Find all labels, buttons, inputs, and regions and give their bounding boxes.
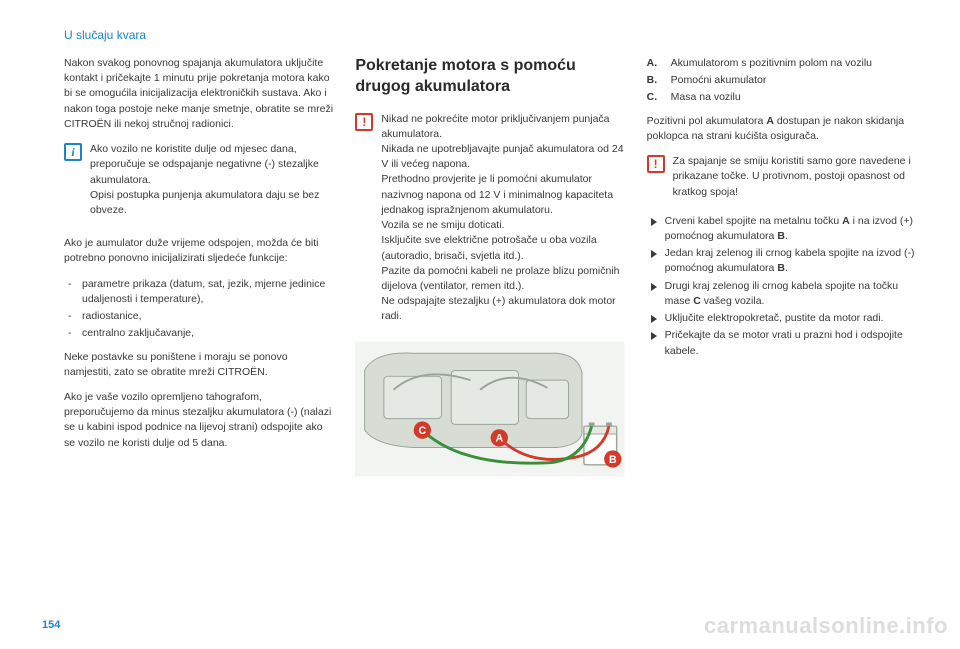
warn-p: Ne odspajajte stezaljku (+) akumulatora … xyxy=(381,294,624,324)
manual-page: U slučaju kvara Nakon svakog ponovnog sp… xyxy=(0,0,960,649)
info-callout: i Ako vozilo ne koristite dulje od mjese… xyxy=(64,142,333,218)
def-val: Pomoćni akumulator xyxy=(671,73,916,88)
def-a: A. Akumulatorom s pozitivnim polom na vo… xyxy=(647,56,916,71)
engine-jumpstart-illustration: C A B xyxy=(355,339,624,479)
warn-p: Nikada ne upotrebljavajte punjač akumula… xyxy=(381,142,624,172)
def-key: C. xyxy=(647,90,663,105)
warning-icon: ! xyxy=(647,155,665,173)
def-c: C. Masa na vozilu xyxy=(647,90,916,105)
col1-p4: Ako je vaše vozilo opremljeno tahografom… xyxy=(64,390,333,451)
step-item: Crveni kabel spojite na metalnu točku A … xyxy=(651,214,916,244)
info-p1: Ako vozilo ne koristite dulje od mjesec … xyxy=(90,142,333,188)
col1-list: parametre prikaza (datum, sat, jezik, mj… xyxy=(64,277,333,342)
battery-term-neg xyxy=(589,422,595,426)
warn-body: Za spajanje se smiju koristiti samo gore… xyxy=(673,154,916,200)
col1-p3: Neke postavke su poništene i moraju se p… xyxy=(64,350,333,380)
def-b: B. Pomoćni akumulator xyxy=(647,73,916,88)
steps-list: Crveni kabel spojite na metalnu točku A … xyxy=(647,214,916,359)
warn-p: Nikad ne pokrećite motor priključivanjem… xyxy=(381,112,624,142)
step-item: Drugi kraj zelenog ili crnog kabela spoj… xyxy=(651,279,916,309)
list-item: centralno zaključavanje, xyxy=(68,326,333,341)
def-key: A. xyxy=(647,56,663,71)
step-item: Pričekajte da se motor vrati u prazni ho… xyxy=(651,328,916,358)
warn-p: Isključite sve električne potrošače u ob… xyxy=(381,233,624,263)
warn-p: Pazite da pomoćni kabeli ne prolaze bliz… xyxy=(381,264,624,294)
warn-p: Prethodno provjerite je li pomoćni akumu… xyxy=(381,172,624,218)
battery-term-pos xyxy=(606,422,612,426)
list-item: radiostanice, xyxy=(68,309,333,324)
col2-title: Pokretanje motora s pomoću drugog akumul… xyxy=(355,56,624,98)
svg-text:A: A xyxy=(496,432,504,444)
info-p2: Opisi postupka punjenja akumulatora daju… xyxy=(90,188,333,218)
list-item: parametre prikaza (datum, sat, jezik, mj… xyxy=(68,277,333,307)
marker-a: A xyxy=(491,429,508,446)
engine-svg: C A B xyxy=(355,339,624,479)
col1-p2: Ako je aumulator duže vrijeme odspojen, … xyxy=(64,236,333,266)
engine-block-3 xyxy=(527,380,569,418)
definition-list: A. Akumulatorom s pozitivnim polom na vo… xyxy=(647,56,916,106)
column-3: A. Akumulatorom s pozitivnim polom na vo… xyxy=(647,56,916,479)
info-icon: i xyxy=(64,143,82,161)
watermark: carmanualsonline.info xyxy=(704,613,948,639)
marker-c: C xyxy=(414,421,431,438)
info-body: Ako vozilo ne koristite dulje od mjesec … xyxy=(90,142,333,218)
marker-b: B xyxy=(604,450,621,467)
step-item: Jedan kraj zelenog ili crnog kabela spoj… xyxy=(651,246,916,276)
section-title: U slučaju kvara xyxy=(64,28,916,42)
column-1: Nakon svakog ponovnog spajanja akumulato… xyxy=(64,56,333,479)
engine-block-1 xyxy=(384,376,442,418)
col3-p1: Pozitivni pol akumulatora A dostupan je … xyxy=(647,114,916,144)
warn-p: Vozila se ne smiju doticati. xyxy=(381,218,624,233)
col1-p1: Nakon svakog ponovnog spajanja akumulato… xyxy=(64,56,333,132)
def-val: Akumulatorom s pozitivnim polom na vozil… xyxy=(671,56,916,71)
def-val: Masa na vozilu xyxy=(671,90,916,105)
page-number: 154 xyxy=(42,619,60,631)
warn-body: Nikad ne pokrećite motor priključivanjem… xyxy=(381,112,624,325)
def-key: B. xyxy=(647,73,663,88)
svg-text:B: B xyxy=(609,454,617,466)
warning-icon: ! xyxy=(355,113,373,131)
svg-text:C: C xyxy=(419,425,427,437)
column-2: Pokretanje motora s pomoću drugog akumul… xyxy=(355,56,624,479)
warn-callout-2: ! Za spajanje se smiju koristiti samo go… xyxy=(647,154,916,200)
columns: Nakon svakog ponovnog spajanja akumulato… xyxy=(64,56,916,479)
warn-p: Za spajanje se smiju koristiti samo gore… xyxy=(673,154,916,200)
warn-callout-1: ! Nikad ne pokrećite motor priključivanj… xyxy=(355,112,624,325)
step-item: Uključite elektropokretač, pustite da mo… xyxy=(651,311,916,326)
